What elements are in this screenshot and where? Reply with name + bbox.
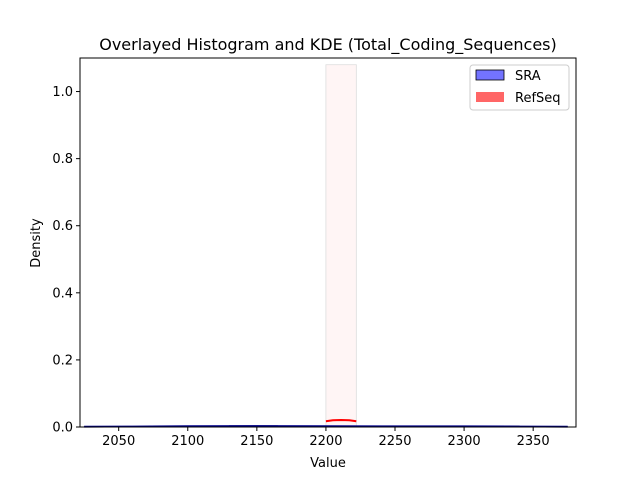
x-axis-ticks: 2050 2100 2150 2200 2250 2300 2350 [102,427,550,449]
y-tick-label: 1.0 [52,85,73,100]
x-tick-label: 2350 [517,434,550,449]
kde-curves [84,418,568,428]
y-axis-label: Density [29,218,44,268]
x-tick-label: 2200 [309,434,342,449]
x-tick-label: 2150 [240,434,273,449]
refseq-kde-line [325,418,357,423]
legend: SRA RefSeq [469,64,570,111]
y-tick-label: 0.8 [52,152,73,167]
sra-kde-line [84,425,568,428]
legend-label-sra: SRA [515,69,541,84]
y-axis-ticks: 0.0 0.2 0.4 0.6 0.8 1.0 [52,85,80,436]
legend-swatch-refseq [476,92,504,102]
x-axis-label: Value [310,456,346,471]
chart-title: Overlayed Histogram and KDE (Total_Codin… [99,35,557,55]
x-tick-label: 2300 [448,434,481,449]
x-tick-label: 2100 [171,434,204,449]
y-tick-label: 0.6 [52,219,73,234]
x-tick-label: 2050 [102,434,135,449]
y-tick-label: 0.2 [52,353,73,368]
legend-swatch-sra [475,69,505,81]
refseq-histogram-bar [325,64,357,428]
y-tick-label: 0.4 [52,286,73,301]
legend-label-refseq: RefSeq [515,91,561,106]
x-tick-label: 2250 [378,434,411,449]
y-tick-label: 0.0 [52,421,73,436]
plot-frame [79,57,577,428]
